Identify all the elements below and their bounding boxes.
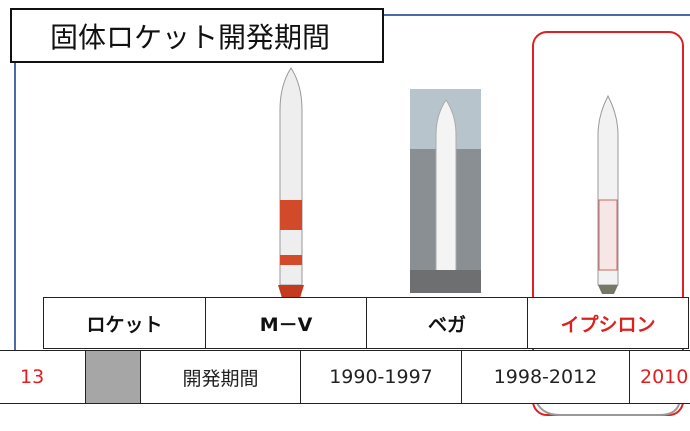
cell: 2010 — [629, 350, 690, 404]
rocket-epsilon — [597, 94, 619, 294]
rocket-vega — [410, 89, 481, 293]
shadow-edge — [534, 397, 681, 416]
gray-cell — [85, 350, 141, 404]
cell: 13 — [0, 350, 86, 404]
title: 固体ロケット開発期間 — [10, 8, 384, 63]
header-cell: ロケット — [43, 297, 206, 349]
header-cell: ベガ — [366, 297, 528, 349]
cell: 開発期間 — [140, 350, 301, 404]
cell: 1998-2012 — [461, 350, 630, 404]
header-cell: M－V — [205, 297, 367, 349]
header-cell: イプシロン — [527, 297, 689, 349]
frame-line — [14, 62, 16, 400]
rocket-m-v — [278, 67, 304, 298]
cell: 1990-1997 — [300, 350, 462, 404]
frame-line — [383, 14, 690, 16]
